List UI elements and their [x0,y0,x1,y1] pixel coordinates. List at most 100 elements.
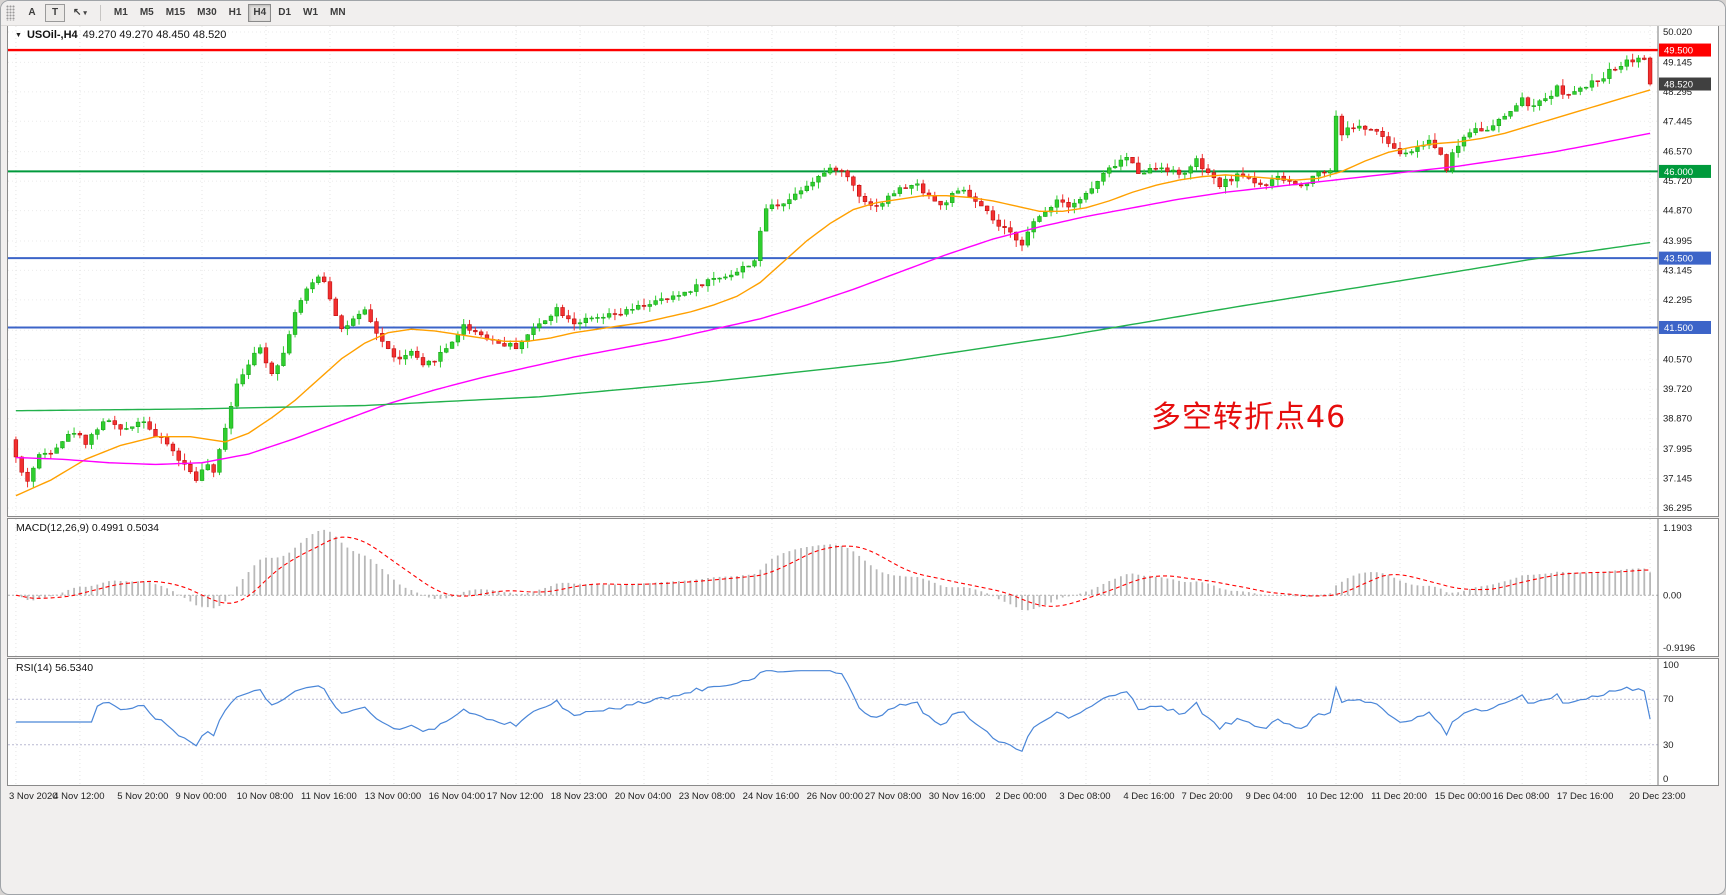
svg-text:0.00: 0.00 [1663,590,1682,601]
macd-axis[interactable]: 1.1903 0.00 -0.9196 [1663,523,1695,654]
svg-text:43.995: 43.995 [1663,236,1692,247]
macd-label: MACD(12,26,9) 0.4991 0.5034 [16,522,160,534]
svg-text:0: 0 [1663,774,1668,785]
svg-text:30: 30 [1663,740,1674,751]
time-axis-label: 13 Nov 00:00 [364,791,422,802]
toolbar-separator [99,5,101,21]
svg-text:46.000: 46.000 [1664,167,1693,178]
time-axis-label: 24 Nov 16:00 [742,791,800,802]
time-axis-label: 20 Dec 23:00 [1629,791,1686,802]
svg-text:47.445: 47.445 [1663,116,1692,127]
price-axis[interactable]: 50.020 49.145 48.295 47.445 46.570 45.720 44.8… [1659,27,1711,514]
time-axis-label: 5 Nov 20:00 [117,791,169,802]
price-tag [1659,251,1711,265]
ma-mid-magenta [15,132,1651,466]
arrow-tool-button[interactable]: ↖ ▾ [68,4,92,22]
svg-text:48.295: 48.295 [1663,87,1692,98]
timeframe-button-m1[interactable]: M1 [109,4,133,22]
toolbar: A T ↖ ▾ M1 M5 M15 M30 H1 H4 D1 W1 MN [1,1,1725,26]
macd-signal-line [15,536,1651,607]
time-axis-label: 30 Nov 16:00 [928,791,986,802]
svg-text:100: 100 [1663,660,1679,671]
chart-annotation[interactable]: 多空转折点46 [1151,400,1347,435]
time-axis-label: 15 Dec 00:00 [1434,791,1492,802]
time-axis-label: 17 Dec 16:00 [1556,791,1614,802]
svg-text:40.570: 40.570 [1663,355,1692,366]
rsi-chart[interactable]: 100 70 30 0 [8,659,1718,785]
svg-text:36.295: 36.295 [1663,503,1692,514]
time-axis-label: 3 Nov 2020 [9,791,58,802]
text-tool-button[interactable]: T [45,4,65,22]
svg-text:44.870: 44.870 [1663,206,1692,217]
svg-text:38.870: 38.870 [1663,414,1692,425]
price-chart[interactable]: 50.020 49.145 48.295 47.445 46.570 45.720 44.8… [8,26,1718,516]
price-tag [1659,77,1711,91]
timeframe-button-h1[interactable]: H1 [224,4,247,22]
symbol-label: USOil-,H4 [26,29,78,41]
time-axis-label: 10 Nov 08:00 [236,791,294,802]
candles [13,53,1653,488]
macd-panel: 1.1903 0.00 -0.9196 MACD(12,26,9) 0.4991 0… [7,518,1719,657]
time-axis-label: 11 Nov 16:00 [301,791,357,802]
svg-text:37.145: 37.145 [1663,474,1692,485]
svg-text:1.1903: 1.1903 [1663,523,1692,534]
time-axis-label: 7 Dec 20:00 [1181,791,1233,802]
timeframe-button-m5[interactable]: M5 [135,4,159,22]
timeframe-button-h4[interactable]: H4 [248,4,272,22]
time-axis-label: 20 Nov 04:00 [614,791,672,802]
time-axis-label: 2 Dec 00:00 [995,791,1047,802]
time-axis-label: 27 Nov 08:00 [864,791,922,802]
cursor-icon: ↖ [73,7,82,18]
price-tag [1659,164,1711,178]
toolbar-grip-icon[interactable] [6,5,15,21]
svg-text:49.145: 49.145 [1663,57,1692,68]
rsi-panel: 100 70 30 0 RSI(14) 56.5340 [7,658,1719,786]
ohlc-values: 49.270 49.270 48.450 48.520 [82,29,227,41]
time-axis-label: 10 Dec 12:00 [1306,791,1364,802]
grid [8,26,1658,516]
svg-text:42.295: 42.295 [1663,295,1692,306]
ma-fast-orange [15,89,1651,497]
timeframe-button-m15[interactable]: M15 [161,4,190,22]
macd-chart[interactable]: 1.1903 0.00 -0.9196 [8,519,1718,656]
time-axis-label: 11 Dec 20:00 [1371,791,1427,802]
font-tool-button[interactable]: A [22,4,42,22]
svg-text:41.500: 41.500 [1664,323,1693,334]
svg-text:49.500: 49.500 [1664,46,1693,57]
rsi-label: RSI(14) 56.5340 [16,662,94,674]
svg-text:37.995: 37.995 [1663,444,1692,455]
time-axis-label: 16 Dec 08:00 [1492,791,1550,802]
timeframe-button-w1[interactable]: W1 [298,4,323,22]
svg-text:50.020: 50.020 [1663,27,1692,38]
time-axis-label: 3 Dec 08:00 [1059,791,1111,802]
macd-histogram [20,529,1651,611]
time-axis-label: 4 Dec 16:00 [1123,791,1175,802]
ma-slow-green [15,241,1651,412]
rsi-line [15,670,1651,753]
time-axis-label: 16 Nov 04:00 [428,791,486,802]
time-axis[interactable]: 3 Nov 2020 4 Nov 12:00 5 Nov 20:00 9 Nov 00… [7,787,1719,811]
svg-text:48.520: 48.520 [1664,80,1693,91]
svg-text:-0.9196: -0.9196 [1663,643,1695,654]
timeframe-group: M1 M5 M15 M30 H1 H4 D1 W1 MN [109,4,351,22]
rsi-axis[interactable]: 100 70 30 0 [1663,660,1679,785]
time-axis-label: 9 Dec 04:00 [1245,791,1297,802]
price-tag [1659,320,1711,334]
level-lines [8,48,1658,329]
svg-text:70: 70 [1663,694,1674,705]
time-axis-label: 23 Nov 08:00 [678,791,736,802]
time-axis-label: 18 Nov 23:00 [550,791,608,802]
svg-text:45.720: 45.720 [1663,176,1692,187]
timeframe-button-d1[interactable]: D1 [273,4,296,22]
chart-title: ▼ USOil-,H4 49.270 49.270 48.450 48.520 [15,29,226,41]
chevron-down-icon: ▾ [83,10,87,17]
svg-text:39.720: 39.720 [1663,384,1692,395]
svg-text:46.570: 46.570 [1663,147,1692,158]
price-tag [1659,43,1711,57]
time-axis-label: 17 Nov 12:00 [486,791,544,802]
time-axis-label: 4 Nov 12:00 [53,791,105,802]
symbol-dropdown-icon[interactable]: ▼ [15,31,22,39]
timeframe-button-mn[interactable]: MN [325,4,351,22]
timeframe-button-m30[interactable]: M30 [192,4,221,22]
